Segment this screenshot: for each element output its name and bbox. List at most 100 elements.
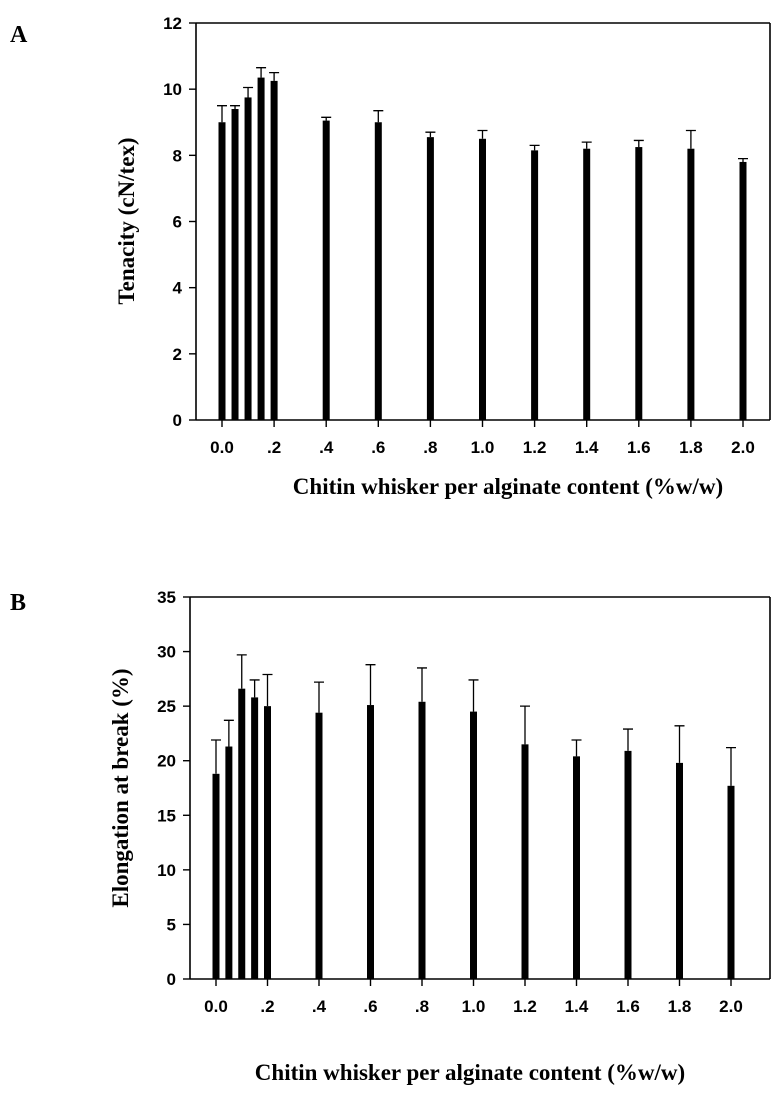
x-tick-label: 1.8 [679,438,703,457]
bar [270,80,278,420]
error-bar [633,139,644,148]
bar [687,148,695,420]
bar [624,750,632,979]
error-bar [425,131,436,138]
x-tick-label: 1.6 [627,438,651,457]
error-bar [520,705,530,745]
panel-a-x-axis-title: Chitin whisker per alginate content (%w/… [293,474,723,499]
y-tick-label: 20 [157,752,176,771]
error-bar [321,116,332,121]
y-tick-label: 0 [173,411,182,430]
x-tick-label: .8 [415,997,429,1016]
error-bar [243,86,254,98]
error-bar [581,141,592,149]
panel-b-x-ticks: 0.0 .2 .4 .6 .8 1.0 1.2 1.4 1.6 1.8 2.0 [204,979,743,1016]
bar [521,744,529,979]
y-tick-label: 10 [163,80,182,99]
error-bar [674,725,685,763]
error-bar [726,746,736,786]
bar [238,688,246,979]
bar [225,746,233,979]
bar [212,773,220,979]
panel-a-bars [218,77,747,421]
panel-a-x-ticks: 0.0 .2 .4 .6 .8 1.0 1.2 1.4 1.6 1.8 2.0 [210,420,755,457]
panel-a-error-bars [217,67,748,162]
x-tick-label: 0.0 [204,997,228,1016]
y-tick-label: 10 [157,861,176,880]
panel-a-y-axis-title: Tenacity (cN/tex) [114,137,139,304]
x-tick-label: 1.0 [462,997,486,1016]
x-tick-label: .4 [319,438,334,457]
bar [531,150,539,420]
error-bar [623,728,633,751]
x-tick-label: .8 [423,438,437,457]
error-bar [217,105,227,123]
error-bar [230,105,241,110]
bar [418,701,426,979]
y-tick-label: 0 [167,970,176,989]
panel-a-label: A [10,22,28,48]
x-tick-label: 0.0 [210,438,234,457]
x-tick-label: .2 [267,438,281,457]
x-tick-label: .2 [260,997,274,1016]
panel-a: A 0 2 4 6 8 10 12 0.0 .2 .4 .6 .8 1.0 1.2 1.4 1.6 1.8 2.… [10,14,771,499]
y-tick-label: 35 [157,588,176,607]
bar [257,77,265,421]
x-tick-label: 1.2 [523,438,547,457]
bar [244,97,252,420]
error-bar [738,157,748,162]
bar [676,762,683,979]
panel-b-y-ticks: 0 5 10 15 20 25 30 35 [157,588,190,989]
panel-b-error-bars [211,654,736,786]
y-tick-label: 8 [173,146,182,165]
y-tick-label: 6 [173,213,182,232]
bar [218,122,226,420]
error-bar [262,673,273,707]
bar [264,706,271,979]
error-bar [373,110,384,123]
bar [583,148,591,420]
x-tick-label: .6 [363,997,377,1016]
error-bar [477,129,488,139]
error-bar [269,71,280,81]
panel-b-label: B [10,590,26,616]
error-bar [365,664,376,706]
panel-b-bars [212,688,735,979]
x-tick-label: 1.4 [575,438,599,457]
panel-a-y-ticks: 0 2 4 6 8 10 12 [163,14,196,430]
error-bar [468,679,479,712]
x-tick-label: 1.8 [668,997,692,1016]
error-bar [211,739,221,774]
panel-b: B 0 5 10 15 20 25 30 35 0.0 .2 .4 .6 .8 1.0 1.2 1.4 1.6… [10,588,771,1085]
error-bar [571,739,582,757]
bar [573,756,580,979]
y-tick-label: 2 [173,345,182,364]
y-tick-label: 12 [163,14,182,33]
error-bar [314,681,324,713]
y-tick-label: 25 [157,697,176,716]
x-tick-label: 2.0 [719,997,743,1016]
error-bar [417,667,427,702]
x-tick-label: 1.0 [471,438,495,457]
error-bar [236,654,247,689]
error-bar [256,67,267,78]
x-tick-label: 1.6 [616,997,640,1016]
bar [426,137,434,420]
x-tick-label: .6 [371,438,385,457]
x-tick-label: 1.4 [565,997,589,1016]
error-bar [529,144,540,151]
y-tick-label: 4 [173,279,183,298]
y-tick-label: 5 [167,915,176,934]
bar [470,711,477,979]
error-bar [249,679,260,698]
bar [479,138,486,420]
x-tick-label: .4 [312,997,327,1016]
y-tick-label: 30 [157,643,176,662]
x-tick-label: 1.2 [513,997,537,1016]
x-tick-label: 2.0 [731,438,755,457]
panel-b-y-axis-title: Elongation at break (%) [108,668,133,907]
bar [374,122,382,420]
bar [322,120,330,421]
panel-b-x-axis-title: Chitin whisker per alginate content (%w/… [255,1060,685,1085]
